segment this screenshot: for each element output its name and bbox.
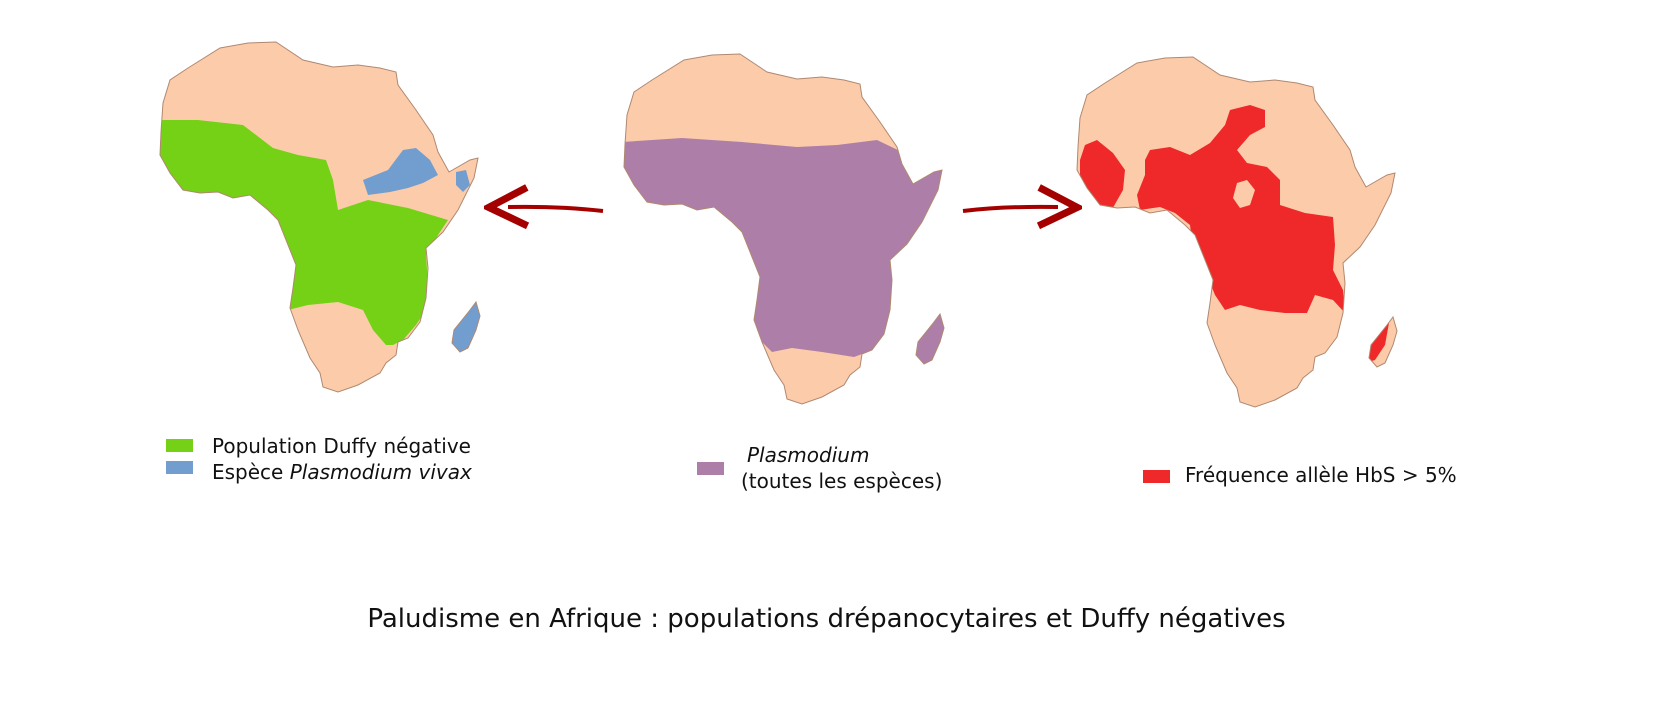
vivax-swatch xyxy=(166,461,193,474)
hbs-gap xyxy=(1233,180,1255,208)
duffy-negative-region xyxy=(160,120,448,345)
hbs-label: Fréquence allèle HbS > 5% xyxy=(1185,463,1457,487)
vivax-region-horn xyxy=(456,170,470,192)
hbs-region-central xyxy=(1137,105,1345,313)
plasmodium-sublabel: (toutes les espèces) xyxy=(741,469,943,493)
hbs-swatch xyxy=(1143,470,1170,483)
plasmodium-region xyxy=(624,138,944,357)
vivax-region-madagascar xyxy=(452,302,480,352)
hbs-map xyxy=(1076,56,1398,408)
duffy-swatch xyxy=(166,439,193,452)
plasmodium-label: Plasmodium xyxy=(747,443,870,467)
arrow-left xyxy=(508,207,604,211)
arrow-right xyxy=(962,207,1058,211)
plasmodium-swatch xyxy=(697,462,724,475)
vivax-prefix: Espèce xyxy=(212,460,290,484)
plasmodium-map xyxy=(623,53,945,405)
vivax-region-ethiopia xyxy=(363,148,438,195)
figure-title: Paludisme en Afrique : populations drépa… xyxy=(367,604,1286,634)
duffy-vivax-map xyxy=(159,41,481,393)
vivax-label: Espèce Plasmodium vivax xyxy=(212,459,472,485)
vivax-species: Plasmodium vivax xyxy=(289,460,472,484)
plasmodium-region-madagascar xyxy=(916,314,944,364)
duffy-label: Population Duffy négative xyxy=(212,434,471,458)
